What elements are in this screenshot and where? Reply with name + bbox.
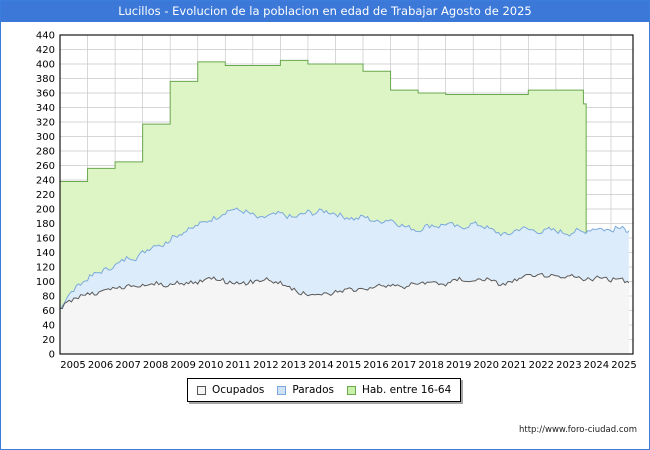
svg-text:2018: 2018 bbox=[418, 360, 443, 371]
legend-item-habitantes[interactable]: Hab. entre 16-64 bbox=[346, 384, 452, 396]
population-chart: FORO-CIUDAD.COM0204060801001201401601802… bbox=[36, 31, 637, 372]
svg-text:2024: 2024 bbox=[584, 360, 609, 371]
svg-text:2014: 2014 bbox=[308, 360, 333, 371]
svg-text:2011: 2011 bbox=[226, 360, 251, 371]
svg-text:100: 100 bbox=[36, 277, 55, 288]
svg-text:2016: 2016 bbox=[363, 360, 388, 371]
svg-text:2020: 2020 bbox=[473, 360, 498, 371]
svg-text:440: 440 bbox=[36, 31, 55, 42]
svg-text:140: 140 bbox=[36, 248, 55, 259]
chart-legend: Ocupados Parados Hab. entre 16-64 bbox=[187, 378, 462, 402]
svg-text:320: 320 bbox=[36, 118, 55, 129]
legend-label-ocupados: Ocupados bbox=[212, 384, 265, 396]
legend-swatch-parados bbox=[277, 385, 287, 395]
chart-canvas: FORO-CIUDAD.COM0204060801001201401601802… bbox=[1, 22, 649, 449]
svg-text:340: 340 bbox=[36, 103, 55, 114]
svg-text:200: 200 bbox=[36, 205, 55, 216]
svg-text:420: 420 bbox=[36, 45, 55, 56]
svg-text:400: 400 bbox=[36, 60, 55, 71]
svg-text:40: 40 bbox=[42, 321, 55, 332]
legend-label-parados: Parados bbox=[292, 384, 334, 396]
legend-label-habitantes: Hab. entre 16-64 bbox=[361, 384, 452, 396]
svg-text:80: 80 bbox=[42, 292, 55, 303]
svg-text:2009: 2009 bbox=[170, 360, 195, 371]
svg-text:300: 300 bbox=[36, 132, 55, 143]
svg-text:220: 220 bbox=[36, 190, 55, 201]
svg-text:260: 260 bbox=[36, 161, 55, 172]
svg-text:0: 0 bbox=[49, 350, 55, 361]
svg-text:2013: 2013 bbox=[281, 360, 306, 371]
svg-text:2022: 2022 bbox=[529, 360, 554, 371]
svg-text:2017: 2017 bbox=[391, 360, 416, 371]
svg-text:2019: 2019 bbox=[446, 360, 471, 371]
svg-text:240: 240 bbox=[36, 176, 55, 187]
legend-swatch-habitantes bbox=[346, 385, 356, 395]
svg-text:60: 60 bbox=[42, 306, 55, 317]
legend-item-parados[interactable]: Parados bbox=[277, 384, 334, 396]
source-url[interactable]: http://www.foro-ciudad.com bbox=[518, 425, 637, 435]
svg-text:20: 20 bbox=[42, 335, 55, 346]
svg-text:2007: 2007 bbox=[115, 360, 140, 371]
svg-text:2010: 2010 bbox=[198, 360, 223, 371]
svg-text:2006: 2006 bbox=[88, 360, 113, 371]
svg-text:180: 180 bbox=[36, 219, 55, 230]
legend-swatch-ocupados bbox=[197, 385, 206, 395]
svg-text:2021: 2021 bbox=[501, 360, 526, 371]
page-title: Lucillos - Evolucion de la poblacion en … bbox=[1, 1, 649, 22]
svg-text:2023: 2023 bbox=[556, 360, 581, 371]
svg-text:2005: 2005 bbox=[60, 360, 85, 371]
svg-text:380: 380 bbox=[36, 74, 55, 85]
svg-text:160: 160 bbox=[36, 234, 55, 245]
svg-text:2008: 2008 bbox=[143, 360, 168, 371]
legend-item-ocupados[interactable]: Ocupados bbox=[197, 384, 264, 396]
svg-text:360: 360 bbox=[36, 89, 55, 100]
svg-text:280: 280 bbox=[36, 147, 55, 158]
svg-text:2025: 2025 bbox=[611, 360, 636, 371]
svg-text:2012: 2012 bbox=[253, 360, 278, 371]
svg-text:2015: 2015 bbox=[336, 360, 361, 371]
svg-text:120: 120 bbox=[36, 263, 55, 274]
